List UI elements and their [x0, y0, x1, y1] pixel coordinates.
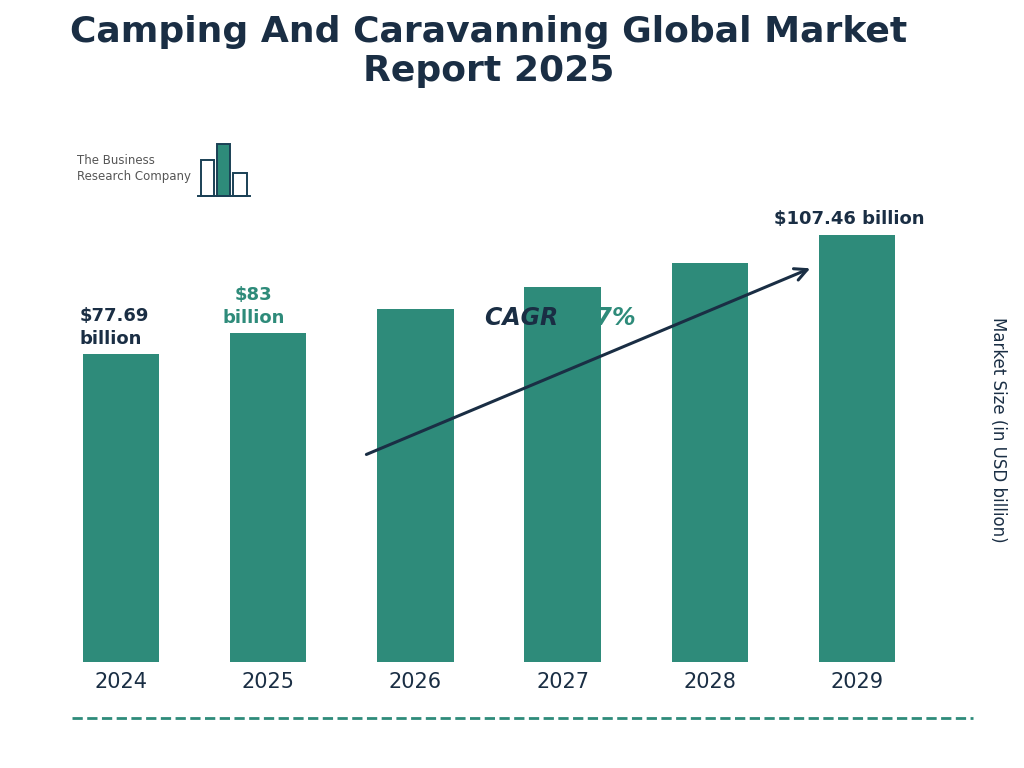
- Text: 6.7%: 6.7%: [570, 306, 636, 329]
- Text: The Business
Research Company: The Business Research Company: [77, 154, 190, 183]
- Bar: [377, 309, 454, 662]
- Bar: [524, 287, 601, 662]
- Text: $77.69
billion: $77.69 billion: [80, 307, 150, 348]
- Bar: [672, 263, 749, 662]
- Title: Camping And Caravanning Global Market
Report 2025: Camping And Caravanning Global Market Re…: [71, 15, 907, 88]
- Text: $107.46 billion: $107.46 billion: [774, 210, 925, 227]
- Text: Market Size (in USD billion): Market Size (in USD billion): [989, 317, 1008, 543]
- Bar: [83, 353, 159, 662]
- Text: $83
billion: $83 billion: [222, 286, 285, 326]
- Text: CAGR: CAGR: [485, 306, 566, 329]
- Bar: [819, 236, 895, 662]
- Bar: [229, 333, 306, 662]
